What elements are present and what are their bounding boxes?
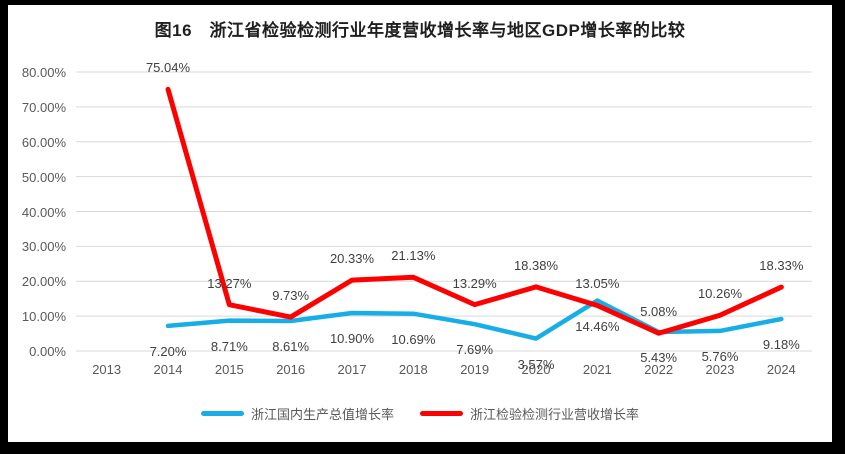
data-label: 10.90% [329, 330, 375, 346]
data-label: 21.13% [391, 248, 436, 264]
data-label: 5.76% [701, 348, 739, 364]
legend-line-marker-gdp [200, 411, 244, 416]
frame-edge-right [832, 0, 845, 454]
x-axis-tick-label: 2014 [153, 362, 183, 377]
x-axis-tick-label: 2022 [644, 362, 674, 377]
y-axis-tick-label: 80.00% [21, 65, 66, 80]
data-label: 5.08% [640, 304, 678, 320]
x-axis-tick-label: 2019 [460, 362, 490, 377]
data-label: 18.38% [513, 257, 559, 273]
series-line-0 [165, 298, 784, 341]
y-axis-tick-label: 10.00% [21, 309, 66, 325]
x-axis-tick-label: 2020 [521, 362, 551, 377]
data-label: 8.71% [210, 338, 248, 354]
data-label: 20.33% [329, 251, 375, 267]
x-axis-tick-label: 2018 [398, 362, 428, 377]
y-axis-tick-label: 70.00% [21, 99, 66, 115]
x-axis-tick-label: 2021 [582, 362, 612, 377]
y-axis-tick-label: 0.00% [29, 344, 66, 359]
x-axis-tick-label: 2023 [705, 362, 735, 377]
y-axis-tick-label: 50.00% [21, 169, 66, 185]
x-axis-tick-label: 2015 [214, 362, 244, 377]
x-axis-tick-label: 2024 [766, 362, 796, 377]
x-axis-tick-label: 2013 [92, 362, 122, 377]
legend-line-marker-testing-revenue [420, 411, 463, 416]
frame-edge-bottom [0, 442, 845, 454]
data-label: 8.61% [272, 338, 310, 354]
data-label: 75.04% [145, 60, 191, 76]
data-label: 7.20% [149, 343, 187, 359]
data-label: 13.05% [575, 276, 620, 292]
data-label: 13.29% [452, 275, 497, 291]
series-line-1 [165, 86, 784, 336]
data-label: 5.43% [640, 350, 678, 366]
legend-label-gdp: 浙江国内生产总值增长率 [250, 407, 394, 422]
x-axis-tick-label: 2016 [276, 362, 306, 377]
frame-edge-left [0, 0, 8, 454]
chart-title: 图16 浙江省检验检测行业年度营收增长率与地区GDP增长率的比较 [154, 21, 686, 40]
frame-edge-top [0, 0, 845, 5]
legend: 浙江国内生产总值增长率 浙江检验检测行业营收增长率 [8, 404, 832, 423]
x-axis-tick-label: 2017 [337, 362, 367, 377]
data-label: 10.69% [391, 331, 436, 347]
data-label: 14.46% [575, 318, 620, 334]
y-axis-tick-label: 40.00% [21, 204, 66, 220]
data-label: 9.73% [272, 288, 310, 304]
y-axis-tick-label: 30.00% [21, 239, 66, 255]
data-label: 9.18% [762, 336, 800, 352]
y-axis-tick-label: 60.00% [21, 134, 66, 150]
legend-label-testing-revenue: 浙江检验检测行业营收增长率 [470, 407, 640, 422]
data-label: 3.57% [517, 356, 555, 372]
data-label: 10.26% [697, 286, 743, 302]
legend-item-gdp-growth: 浙江国内生产总值增长率 [200, 404, 394, 423]
y-axis-tick-label: 20.00% [21, 274, 66, 290]
legend-item-testing-revenue-growth: 浙江检验检测行业营收增长率 [420, 404, 639, 423]
data-label: 18.33% [759, 258, 804, 274]
data-label: 13.27% [207, 275, 252, 291]
data-label: 7.69% [456, 342, 494, 358]
